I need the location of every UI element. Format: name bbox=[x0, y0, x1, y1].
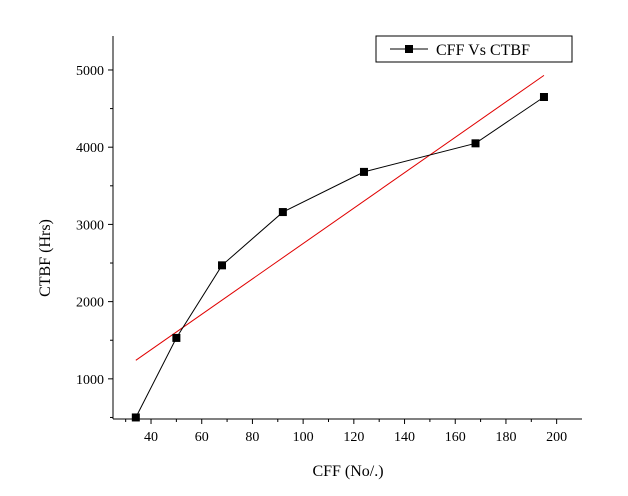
series-line bbox=[135, 96, 545, 418]
x-tick-label: 40 bbox=[144, 430, 158, 445]
y-tick-label: 2000 bbox=[76, 296, 104, 311]
x-ticks: 40 60 80 100 120 140 160 180 200 bbox=[125, 419, 567, 445]
data-point bbox=[539, 93, 548, 102]
y-axis-title: CTBF (Hrs) bbox=[37, 219, 54, 297]
y-tick-label: 3000 bbox=[76, 218, 104, 233]
data-point bbox=[359, 167, 368, 176]
legend: CFF Vs CTBF bbox=[375, 35, 573, 63]
x-tick-label: 80 bbox=[245, 430, 259, 445]
data-point bbox=[131, 413, 140, 422]
x-tick-label: 120 bbox=[343, 430, 364, 445]
legend-label: CFF Vs CTBF bbox=[436, 42, 530, 59]
x-axis-title: CFF (No/.) bbox=[312, 463, 383, 480]
y-tick-label: 4000 bbox=[76, 141, 104, 156]
data-point bbox=[471, 139, 480, 148]
series-layer bbox=[131, 93, 548, 422]
x-tick-label: 180 bbox=[495, 430, 516, 445]
y-tick-label: 5000 bbox=[76, 64, 104, 79]
data-point bbox=[172, 333, 181, 342]
y-ticks: 1000 2000 3000 4000 5000 bbox=[76, 64, 113, 418]
fit-line bbox=[135, 74, 545, 361]
x-tick-label: 60 bbox=[195, 430, 209, 445]
plot-frame bbox=[112, 36, 582, 420]
x-tick-label: 140 bbox=[394, 430, 415, 445]
legend-marker-sample bbox=[405, 45, 413, 53]
x-tick-label: 160 bbox=[445, 430, 466, 445]
x-tick-label: 200 bbox=[546, 430, 567, 445]
y-tick-label: 1000 bbox=[76, 373, 104, 388]
x-tick-label: 100 bbox=[293, 430, 314, 445]
data-point bbox=[278, 208, 287, 217]
data-point bbox=[218, 261, 227, 270]
fit-line-layer bbox=[135, 74, 545, 361]
